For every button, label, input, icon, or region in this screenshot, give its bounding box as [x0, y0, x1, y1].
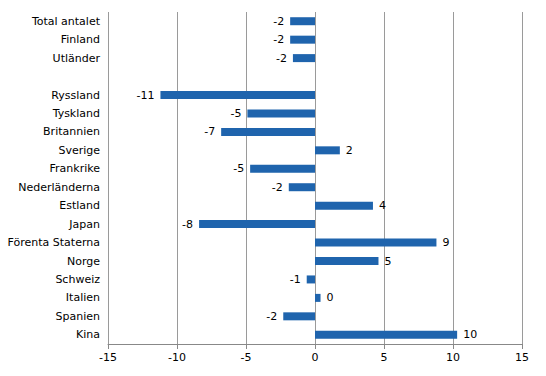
svg-text:0: 0 — [312, 351, 319, 364]
svg-text:-11: -11 — [136, 89, 154, 102]
svg-text:Spanien: Spanien — [56, 310, 101, 323]
svg-text:Finland: Finland — [61, 33, 100, 46]
svg-text:-1: -1 — [290, 273, 301, 286]
svg-text:-15: -15 — [99, 351, 117, 364]
svg-text:Schweiz: Schweiz — [55, 273, 100, 286]
svg-text:5: 5 — [381, 351, 388, 364]
svg-text:Frankrike: Frankrike — [50, 162, 101, 175]
svg-text:Britannien: Britannien — [43, 125, 100, 138]
svg-text:Sverige: Sverige — [58, 144, 100, 157]
svg-text:-5: -5 — [230, 107, 241, 120]
svg-text:Ryssland: Ryssland — [51, 89, 100, 102]
svg-text:4: 4 — [379, 199, 386, 212]
svg-text:-5: -5 — [233, 162, 244, 175]
svg-text:10: 10 — [446, 351, 460, 364]
svg-text:Norge: Norge — [67, 255, 100, 268]
svg-text:Utländer: Utländer — [53, 52, 101, 65]
svg-text:10: 10 — [463, 328, 477, 341]
svg-text:-7: -7 — [204, 125, 215, 138]
svg-text:Nederländerna: Nederländerna — [18, 181, 100, 194]
svg-text:-2: -2 — [276, 52, 287, 65]
svg-text:-2: -2 — [273, 15, 284, 28]
svg-text:Förenta Staterna: Förenta Staterna — [8, 236, 100, 249]
svg-text:Japan: Japan — [68, 218, 100, 231]
svg-text:-5: -5 — [241, 351, 252, 364]
svg-text:Italien: Italien — [66, 291, 100, 304]
svg-text:-8: -8 — [182, 218, 193, 231]
svg-text:-2: -2 — [266, 310, 277, 323]
svg-text:2: 2 — [346, 144, 353, 157]
svg-text:-10: -10 — [168, 351, 186, 364]
svg-text:-2: -2 — [272, 181, 283, 194]
svg-text:9: 9 — [442, 236, 449, 249]
svg-text:15: 15 — [515, 351, 529, 364]
svg-text:Estland: Estland — [59, 199, 100, 212]
svg-text:Kina: Kina — [76, 328, 100, 341]
svg-text:Tyskland: Tyskland — [52, 107, 100, 120]
svg-text:-2: -2 — [273, 33, 284, 46]
svg-text:5: 5 — [384, 255, 391, 268]
svg-text:0: 0 — [327, 291, 334, 304]
svg-text:Total antalet: Total antalet — [31, 15, 101, 28]
